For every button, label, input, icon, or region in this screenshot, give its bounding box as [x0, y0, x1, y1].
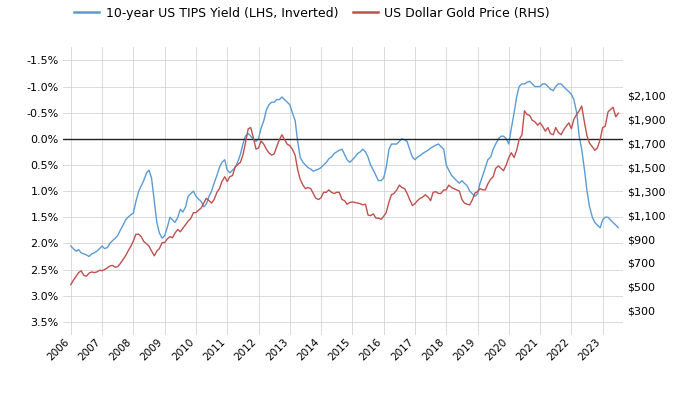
Legend: 10-year US TIPS Yield (LHS, Inverted), US Dollar Gold Price (RHS): 10-year US TIPS Yield (LHS, Inverted), U…: [69, 2, 555, 25]
